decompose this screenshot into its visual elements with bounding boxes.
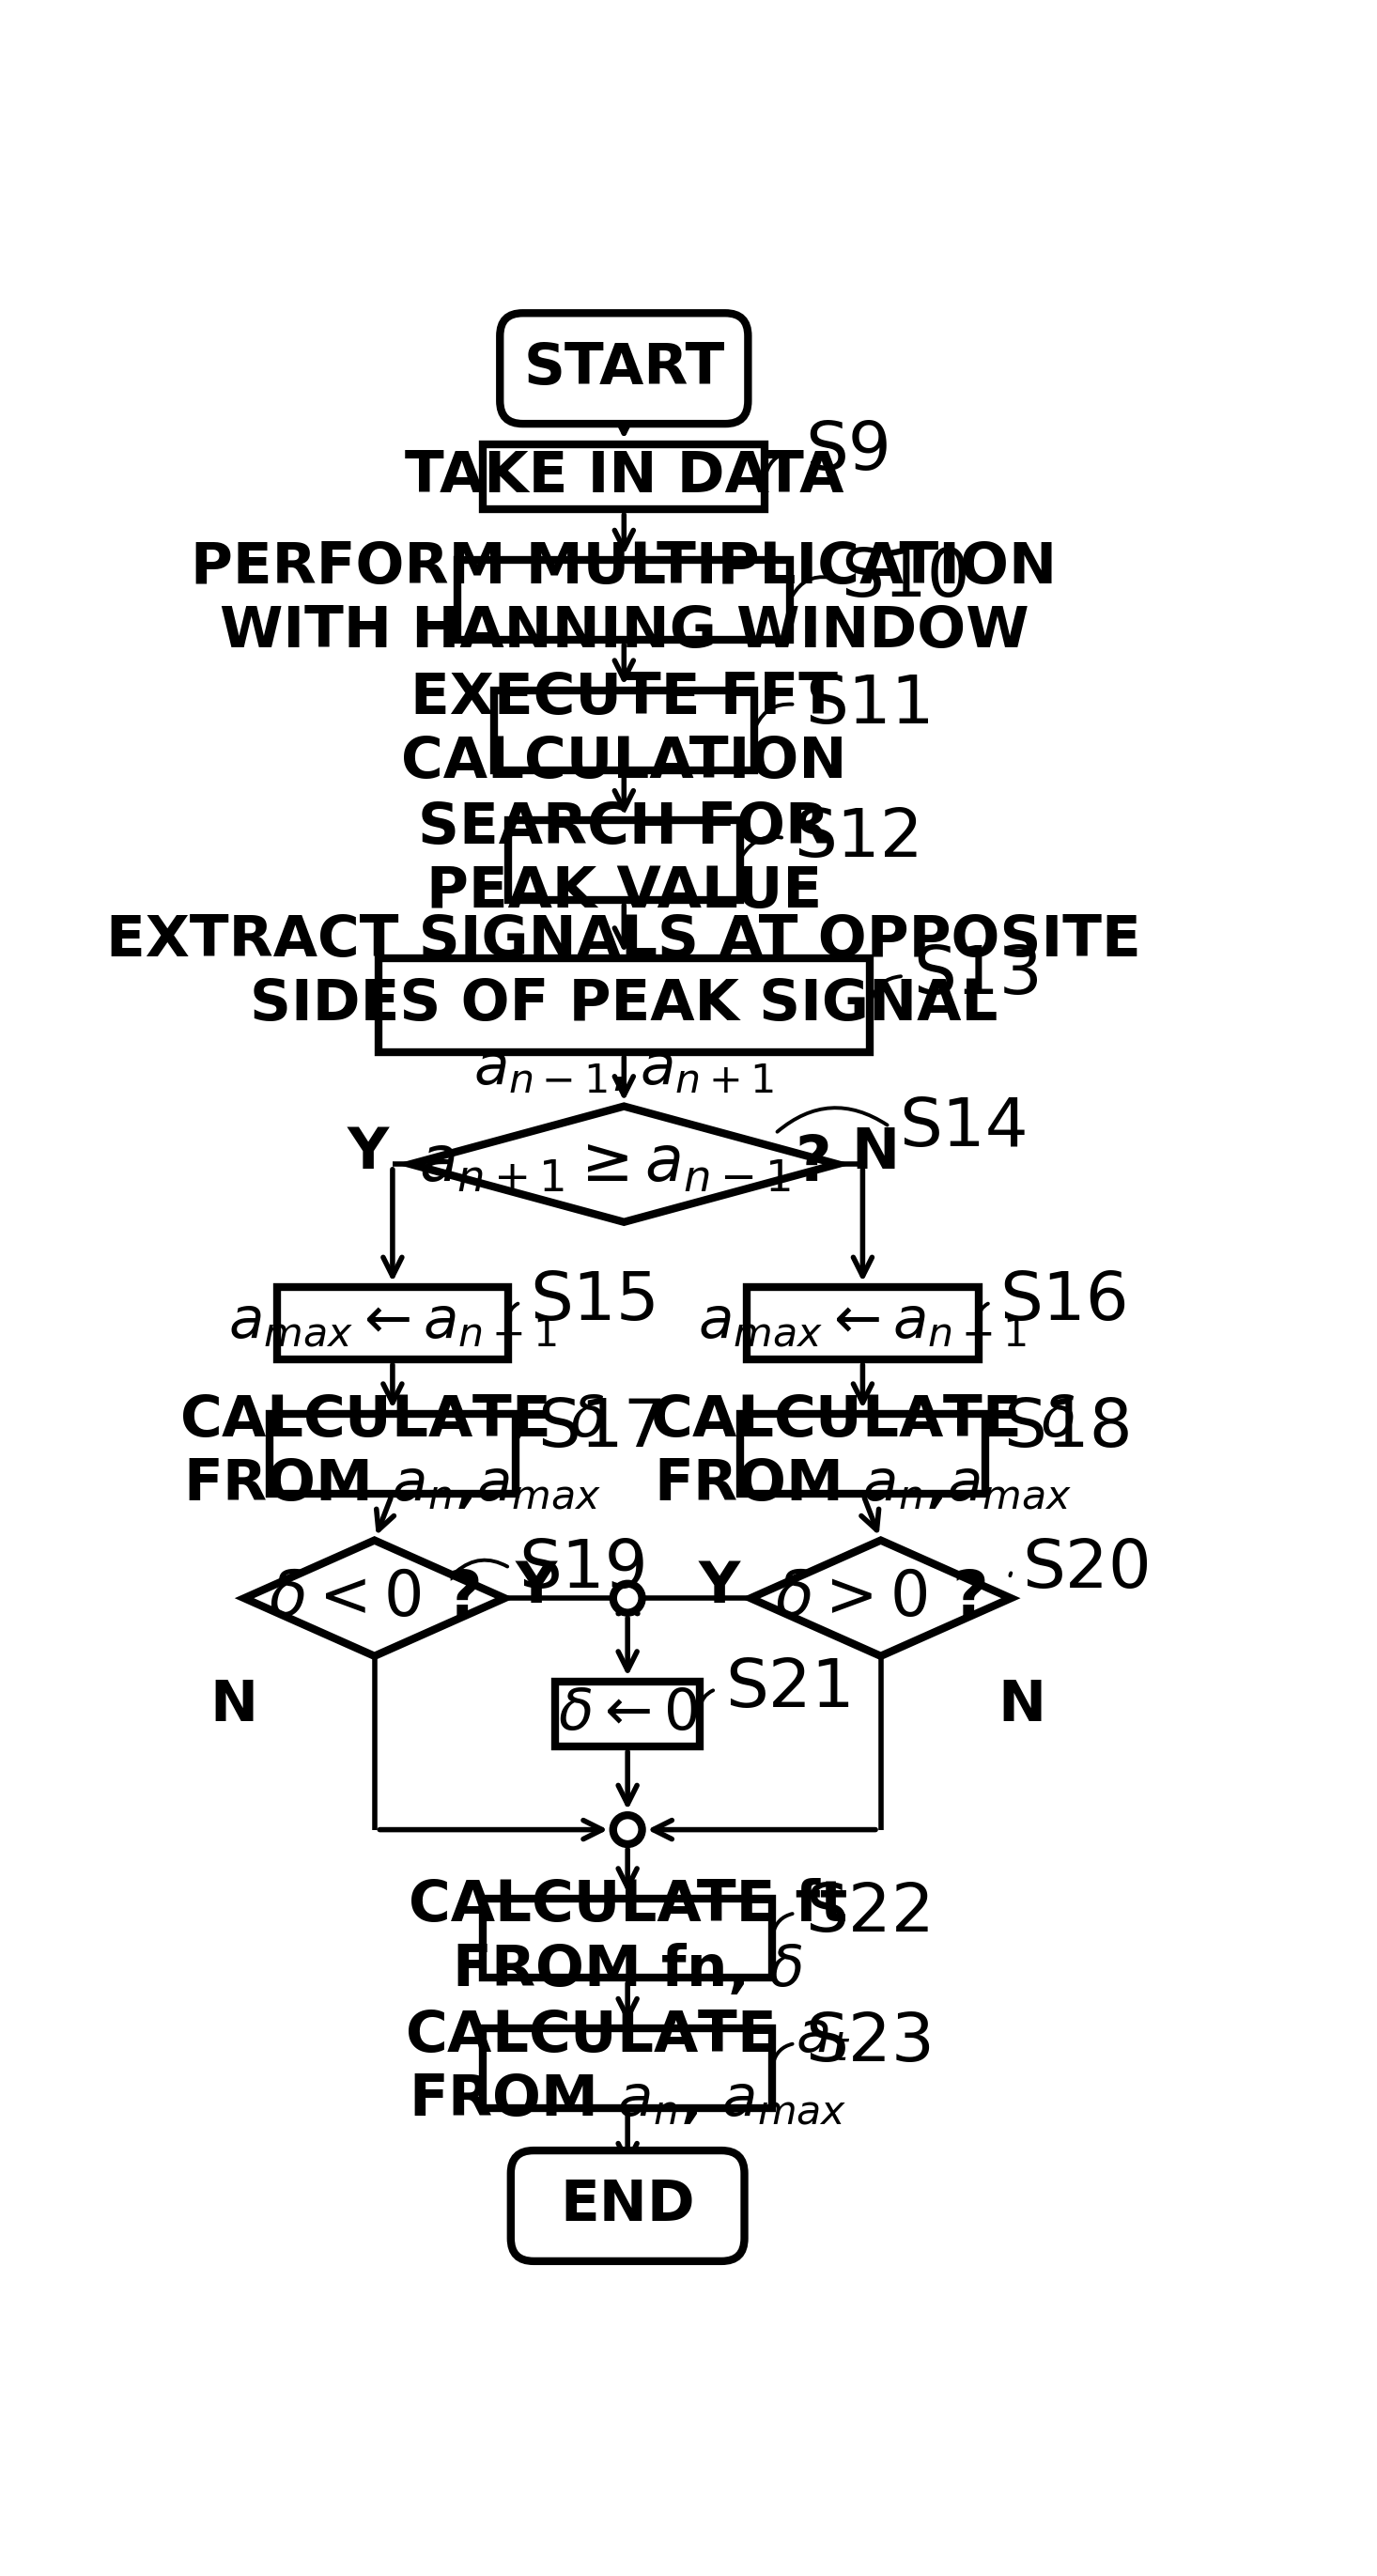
Text: S21: S21 bbox=[726, 1656, 855, 1721]
Polygon shape bbox=[750, 1540, 1011, 1656]
Text: EXTRACT SIGNALS AT OPPOSITE
SIDES OF PEAK SIGNAL
$a_{n-1},a_{n+1}$: EXTRACT SIGNALS AT OPPOSITE SIDES OF PEA… bbox=[106, 914, 1142, 1097]
Text: S17: S17 bbox=[537, 1396, 666, 1461]
Text: S11: S11 bbox=[804, 672, 934, 737]
Text: S13: S13 bbox=[913, 943, 1042, 1007]
Text: S23: S23 bbox=[804, 2012, 935, 2076]
Text: CALCULATE $\delta$
FROM $a_n$,$a_{max}$: CALCULATE $\delta$ FROM $a_n$,$a_{max}$ bbox=[650, 1394, 1075, 1512]
Text: CALCULATE ft
FROM fn, $\delta$: CALCULATE ft FROM fn, $\delta$ bbox=[408, 1878, 847, 1999]
Circle shape bbox=[613, 1584, 642, 1613]
Text: CALCULATE $a_t$
FROM $a_n$, $a_{max}$: CALCULATE $a_t$ FROM $a_n$, $a_{max}$ bbox=[405, 2009, 850, 2128]
Text: START: START bbox=[523, 340, 724, 397]
Polygon shape bbox=[410, 1105, 837, 1221]
Bar bbox=[508, 822, 739, 899]
Bar bbox=[270, 1414, 515, 1494]
Bar bbox=[555, 1682, 700, 1747]
Text: $a_{max}\leftarrow a_{n+1}$: $a_{max}\leftarrow a_{n+1}$ bbox=[229, 1296, 556, 1350]
Bar bbox=[277, 1288, 508, 1360]
Bar bbox=[379, 958, 870, 1051]
Text: S19: S19 bbox=[519, 1538, 649, 1602]
Text: SEARCH FOR
PEAK VALUE: SEARCH FOR PEAK VALUE bbox=[419, 801, 830, 920]
Polygon shape bbox=[244, 1540, 504, 1656]
Text: S10: S10 bbox=[841, 546, 971, 611]
Text: PERFORM MULTIPLICATION
WITH HANNING WINDOW: PERFORM MULTIPLICATION WITH HANNING WIND… bbox=[191, 541, 1058, 659]
Text: $a_{n+1}\geq a_{n-1}$?: $a_{n+1}\geq a_{n-1}$? bbox=[419, 1133, 829, 1195]
Bar bbox=[483, 2030, 772, 2107]
Text: S14: S14 bbox=[899, 1095, 1029, 1159]
Circle shape bbox=[613, 1816, 642, 1844]
Text: S16: S16 bbox=[1000, 1270, 1129, 1334]
Text: S20: S20 bbox=[1022, 1538, 1151, 1602]
FancyBboxPatch shape bbox=[500, 314, 748, 425]
Text: Y: Y bbox=[347, 1126, 388, 1180]
Text: Y: Y bbox=[698, 1558, 739, 1615]
Text: N: N bbox=[998, 1677, 1045, 1734]
Bar bbox=[746, 1288, 979, 1360]
Bar bbox=[457, 559, 790, 639]
Text: S12: S12 bbox=[795, 806, 924, 871]
Text: EXECUTE FFT
CALCULATION: EXECUTE FFT CALCULATION bbox=[401, 670, 847, 791]
Text: N: N bbox=[852, 1126, 899, 1180]
Bar bbox=[494, 690, 755, 770]
Text: N: N bbox=[209, 1677, 257, 1734]
Text: $\delta > 0$ ?: $\delta > 0$ ? bbox=[775, 1566, 986, 1628]
Text: $\delta < 0$ ?: $\delta < 0$ ? bbox=[269, 1566, 481, 1628]
Text: S22: S22 bbox=[804, 1880, 935, 1945]
Text: CALCULATE $\delta$
FROM $a_n$,$a_{max}$: CALCULATE $\delta$ FROM $a_n$,$a_{max}$ bbox=[180, 1394, 606, 1512]
Text: S15: S15 bbox=[530, 1270, 660, 1334]
Text: S18: S18 bbox=[1004, 1396, 1133, 1461]
Text: END: END bbox=[560, 2179, 695, 2233]
Bar bbox=[483, 1899, 772, 1978]
Text: S9: S9 bbox=[804, 420, 891, 484]
Bar bbox=[739, 1414, 986, 1494]
Bar bbox=[483, 446, 766, 510]
Text: Y: Y bbox=[515, 1558, 558, 1615]
Text: $a_{max}\leftarrow a_{n-1}$: $a_{max}\leftarrow a_{n-1}$ bbox=[698, 1296, 1027, 1350]
Text: $\delta\leftarrow 0$: $\delta\leftarrow 0$ bbox=[558, 1687, 698, 1741]
FancyBboxPatch shape bbox=[511, 2151, 745, 2262]
Text: TAKE IN DATA: TAKE IN DATA bbox=[405, 448, 844, 505]
